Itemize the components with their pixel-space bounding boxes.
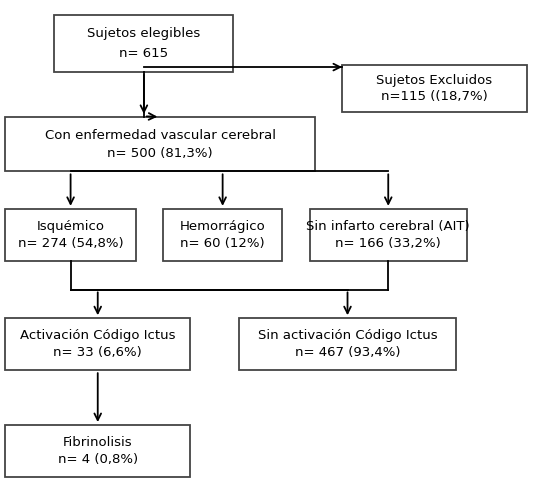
Bar [239,318,456,370]
Text: n= 60 (12%): n= 60 (12%) [180,237,265,250]
Text: n= 274 (54,8%): n= 274 (54,8%) [18,237,123,250]
Text: Isquémico: Isquémico [36,220,105,233]
Bar [54,15,233,72]
Text: n= 500 (81,3%): n= 500 (81,3%) [108,147,213,160]
Bar [342,65,527,112]
Text: Activación Código Ictus: Activación Código Ictus [20,329,175,342]
Bar [5,209,136,261]
Text: Con enfermedad vascular cerebral: Con enfermedad vascular cerebral [45,129,276,142]
Text: Sin activación Código Ictus: Sin activación Código Ictus [258,329,437,342]
Text: n= 166 (33,2%): n= 166 (33,2%) [336,237,441,250]
Text: Sujetos Excluidos: Sujetos Excluidos [376,74,493,87]
Text: n=115 ((18,7%): n=115 ((18,7%) [381,89,488,102]
Bar [5,117,315,171]
Text: n= 615: n= 615 [119,47,168,60]
Bar [5,425,190,477]
Text: Sin infarto cerebral (AIT): Sin infarto cerebral (AIT) [306,220,470,233]
Text: n= 467 (93,4%): n= 467 (93,4%) [295,346,400,359]
Text: Sujetos elegibles: Sujetos elegibles [87,27,200,40]
Text: n= 33 (6,6%): n= 33 (6,6%) [53,346,142,359]
Text: Fibrinolisis: Fibrinolisis [63,436,132,449]
Bar [310,209,467,261]
Text: n= 4 (0,8%): n= 4 (0,8%) [58,453,138,466]
Bar [5,318,190,370]
Bar [163,209,282,261]
Text: Hemorrágico: Hemorrágico [180,220,266,233]
